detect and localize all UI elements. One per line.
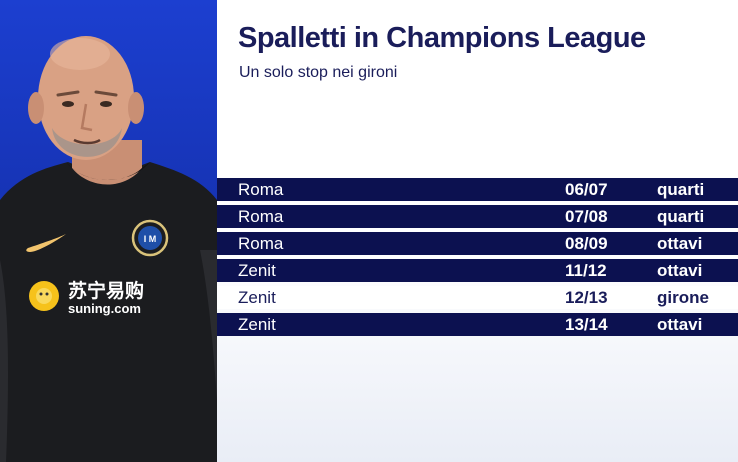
season-cell: 13/14 [565,315,608,334]
coach-portrait: I M 苏宁易购 suning.com [0,36,217,462]
table-row: Roma 07/08 quarti [217,205,738,228]
season-cell: 07/08 [565,207,608,226]
table-row: Zenit 12/13 girone [217,286,738,309]
club-cell: Roma [238,207,284,226]
stage-cell: girone [657,288,709,307]
season-cell: 11/12 [565,261,607,280]
table-row: Roma 06/07 quarti [217,178,738,201]
season-cell: 06/07 [565,180,608,199]
portrait-panel: I M 苏宁易购 suning.com [0,0,217,462]
page-title: Spalletti in Champions League [238,22,646,54]
stage-cell: ottavi [657,261,703,280]
results-table: Roma 06/07 quarti Roma 07/08 quarti Roma 08/09 o… [217,178,738,340]
stage-cell: ottavi [657,234,703,253]
stage-cell: quarti [657,207,705,226]
sponsor-url-text: suning.com [68,301,141,316]
beard [52,128,122,157]
club-cell: Zenit [238,288,276,307]
swoosh-icon [26,234,66,252]
season-cell: 12/13 [565,288,608,307]
club-cell: Roma [238,234,284,253]
club-cell: Zenit [238,261,276,280]
page-subtitle: Un solo stop nei gironi [239,64,398,81]
head [38,36,134,160]
table-row: Zenit 11/12 ottavi [217,259,738,282]
sponsor-chinese-text: 苏宁易购 [68,279,144,302]
svg-text:I M: I M [144,234,157,244]
club-cell: Zenit [238,315,276,334]
table-row: Zenit 13/14 ottavi [217,313,738,336]
stage-cell: quarti [657,180,705,199]
club-crest-icon: I M [131,219,169,257]
season-cell: 08/09 [565,234,608,253]
sponsor-lion-icon [29,281,59,311]
club-cell: Roma [238,180,284,199]
table-row: Roma 08/09 ottavi [217,232,738,255]
stage-cell: ottavi [657,315,703,334]
content-panel [217,0,738,462]
